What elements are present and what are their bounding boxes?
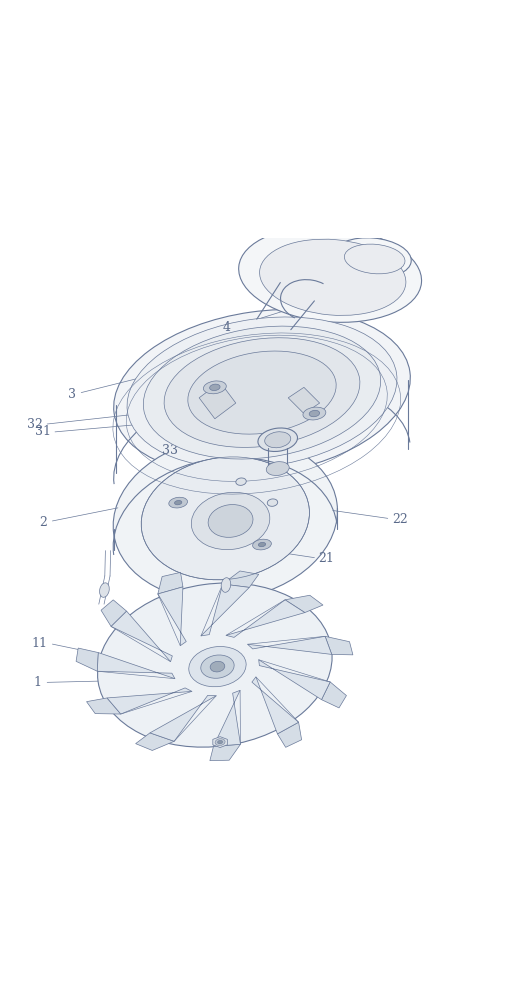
Polygon shape xyxy=(136,733,174,750)
Polygon shape xyxy=(158,572,183,594)
Ellipse shape xyxy=(303,407,326,420)
Polygon shape xyxy=(76,648,99,671)
Ellipse shape xyxy=(210,384,220,391)
Polygon shape xyxy=(285,595,323,613)
Text: 4: 4 xyxy=(223,321,231,334)
Text: 22: 22 xyxy=(392,513,408,526)
Polygon shape xyxy=(97,653,175,679)
Ellipse shape xyxy=(333,238,411,278)
Polygon shape xyxy=(325,636,353,655)
Ellipse shape xyxy=(141,457,309,580)
Polygon shape xyxy=(158,587,186,646)
Polygon shape xyxy=(150,695,216,741)
Polygon shape xyxy=(201,584,249,636)
Ellipse shape xyxy=(164,338,360,447)
Polygon shape xyxy=(288,387,320,414)
Ellipse shape xyxy=(189,647,246,687)
Ellipse shape xyxy=(201,655,234,678)
Ellipse shape xyxy=(309,410,320,417)
Text: 3: 3 xyxy=(68,388,76,401)
Ellipse shape xyxy=(191,492,270,550)
Ellipse shape xyxy=(97,583,332,747)
Ellipse shape xyxy=(144,326,380,459)
Polygon shape xyxy=(252,677,299,734)
Polygon shape xyxy=(107,688,192,714)
Text: 31: 31 xyxy=(35,425,51,438)
Ellipse shape xyxy=(236,478,246,485)
Polygon shape xyxy=(322,682,346,708)
Text: 21: 21 xyxy=(318,552,334,565)
Text: 1: 1 xyxy=(34,676,42,689)
Ellipse shape xyxy=(208,505,253,537)
Polygon shape xyxy=(101,600,127,626)
Ellipse shape xyxy=(203,381,226,394)
Ellipse shape xyxy=(265,432,291,448)
Ellipse shape xyxy=(127,317,397,468)
Ellipse shape xyxy=(188,351,336,434)
Ellipse shape xyxy=(238,227,422,322)
Polygon shape xyxy=(199,382,236,419)
Polygon shape xyxy=(226,600,305,637)
Ellipse shape xyxy=(344,244,405,274)
Ellipse shape xyxy=(267,499,278,506)
Polygon shape xyxy=(213,690,241,746)
Ellipse shape xyxy=(258,428,298,451)
Ellipse shape xyxy=(258,542,266,547)
Ellipse shape xyxy=(221,578,231,592)
Text: 32: 32 xyxy=(27,418,43,431)
Ellipse shape xyxy=(113,436,337,600)
Ellipse shape xyxy=(100,583,110,597)
Text: 33: 33 xyxy=(162,444,178,457)
Ellipse shape xyxy=(174,500,182,505)
Ellipse shape xyxy=(259,239,406,315)
Ellipse shape xyxy=(266,462,289,475)
Polygon shape xyxy=(210,744,241,761)
Ellipse shape xyxy=(215,739,225,745)
Polygon shape xyxy=(111,611,172,662)
Ellipse shape xyxy=(114,310,410,476)
Text: 2: 2 xyxy=(39,516,47,529)
Ellipse shape xyxy=(210,661,225,672)
Polygon shape xyxy=(213,737,227,748)
Polygon shape xyxy=(277,722,302,747)
Polygon shape xyxy=(86,698,121,714)
Ellipse shape xyxy=(253,539,271,550)
Text: 11: 11 xyxy=(31,637,47,650)
Ellipse shape xyxy=(217,740,223,744)
Polygon shape xyxy=(259,660,330,700)
Ellipse shape xyxy=(169,497,188,508)
Polygon shape xyxy=(223,571,259,587)
Polygon shape xyxy=(247,636,332,654)
